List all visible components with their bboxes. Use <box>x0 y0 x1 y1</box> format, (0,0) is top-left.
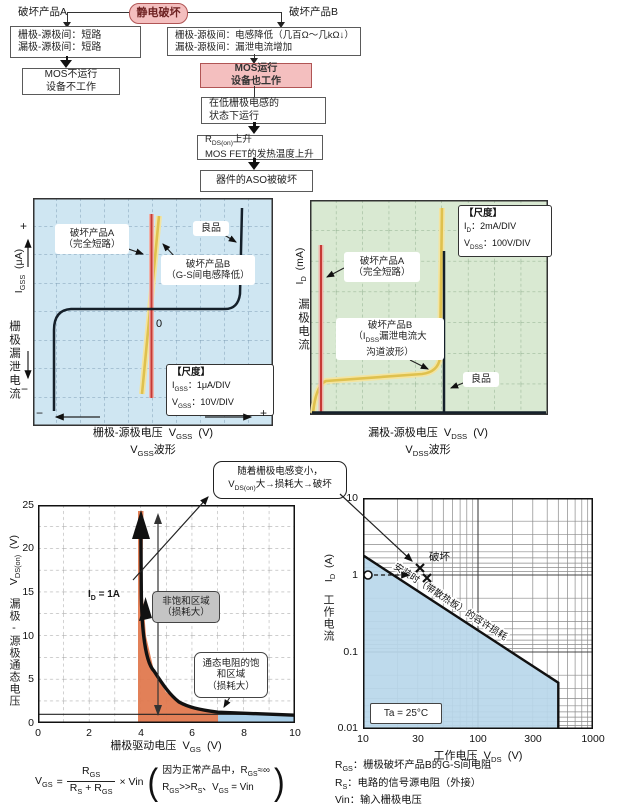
saturation-region-label: 通态电阻的饱 和区域 （损耗大） <box>194 652 268 698</box>
vgs-chart: ID = 1A 非饱和区域 （损耗大） 通态电阻的饱 和区域 （损耗大） <box>38 505 295 723</box>
tick-label: 20 <box>22 542 34 554</box>
soa-chart-svg: 安装时（带散热板）的容许损耗 破坏 <box>363 498 593 729</box>
box-aso-destroyed: 器件的ASO被破坏 <box>200 170 313 192</box>
tick-label: 10 <box>22 630 34 642</box>
x-left-arrow <box>54 413 100 421</box>
flow-arrowhead <box>277 22 285 28</box>
close-paren: ) <box>273 760 285 803</box>
soa-chart: 安装时（带散热板）的容许损耗 破坏 Ta = 25°C <box>363 498 593 729</box>
tick-label: 0.1 <box>343 646 358 658</box>
tick-label: 0 <box>28 717 34 729</box>
non-saturation-region-label: 非饱和区域 （损耗大） <box>152 591 220 623</box>
vgss-y-axis-label: 栅极漏泄电流 <box>8 320 20 401</box>
y-plus-sign: + <box>20 219 28 233</box>
flow-arrowhead <box>247 126 260 134</box>
vgss-chart: 0 破坏产品A （完全短路） 破坏产品B （G-S间电感降低） 良品 【尺度】 … <box>33 198 274 426</box>
esd-damage-root: 静电破坏 <box>129 3 188 24</box>
box-product-a-symptoms: 栅极-源极间：短路 漏极-源极间：短路 <box>10 26 141 58</box>
flow-arrow-stem <box>65 56 69 61</box>
tick-label: 6 <box>189 727 195 739</box>
annotation-product-a: 破坏产品A （完全短路） <box>344 252 420 282</box>
box-rdson-rise: RDS(on)上升 MOS FET的发热温度上升 <box>197 134 323 160</box>
y-minus-sign: − <box>21 382 29 396</box>
destruction-label: 破坏 <box>429 550 450 563</box>
tick-label: 0.01 <box>337 722 358 734</box>
tick-label: 100 <box>469 733 487 745</box>
legend-rgs: RGS：栅极破坏产品B的G-S间电阻 <box>335 760 492 774</box>
flow-arrow-stem <box>253 122 256 127</box>
annotation-product-a: 破坏产品A （完全短路） <box>55 224 129 254</box>
tick-label: 25 <box>22 499 34 511</box>
flow-line <box>186 12 281 14</box>
annotation-good-part: 良品 <box>193 221 229 236</box>
flow-line <box>66 12 68 23</box>
ambient-temp-label: Ta = 25°C <box>370 703 442 724</box>
formula-notes: 因为正常产品中，RGS≈∞ RGS>>RS、VGS = Vin <box>162 765 270 795</box>
tick-label: 30 <box>412 733 424 745</box>
x-plus-sign: + <box>260 406 268 420</box>
tick-label: 0 <box>35 727 41 739</box>
flow-arrowhead <box>250 58 258 64</box>
scale-box: 【尺度】 ID：2mA/DIV VDSS：100V/DIV <box>458 205 552 257</box>
y-up-arrow <box>24 238 32 267</box>
vgss-x-axis-label: 栅极-源极电压 VGSS (V) <box>92 427 214 442</box>
tick-label: 5 <box>28 673 34 685</box>
vgss-caption: VGSS波形 <box>130 444 176 459</box>
soa-x-axis-label: 工作电压 VDS (V) <box>433 750 523 765</box>
tick-label: 10 <box>357 733 369 745</box>
legend-vin: Vin：输入栅极电压 <box>335 795 422 807</box>
flow-line <box>68 12 129 14</box>
symbol-legend: RGS：栅极破坏产品B的G-S间电阻 RS：电路的信号源电阻（外接） Vin：输… <box>335 759 491 807</box>
vdss-caption: VDSS波形 <box>405 444 451 459</box>
zero-label: 0 <box>156 318 162 330</box>
branch-b-label: 破坏产品B <box>289 6 339 18</box>
box-low-gate-resistance: 在低栅极电感的 状态下运行 <box>201 97 326 124</box>
vgs-formula: VGS = RGS RS + RGS × Vin ( 因为正常产品中，RGS≈∞… <box>35 760 285 803</box>
soa-y-axis-label: 工作电流 <box>322 594 334 642</box>
tick-label: 1000 <box>581 733 605 745</box>
branch-a-label: 破坏产品A <box>18 6 68 18</box>
flow-line <box>280 12 282 23</box>
vgs-y-axis-label: 漏极-源极通态电压 <box>8 598 20 707</box>
tick-label: 8 <box>241 727 247 739</box>
tick-label: 15 <box>22 586 34 598</box>
annotation-product-b: 破坏产品B （G-S间电感降低） <box>161 255 255 285</box>
gate-resistance-note: 随着栅极电感变小， VDS(on)大→损耗大→破坏 <box>213 461 347 499</box>
vdss-x-axis-label: 漏极-源极电压 VDSS (V) <box>368 427 488 442</box>
fraction: RGS RS + RGS <box>66 765 116 798</box>
box-mos-operating: MOS运行 设备也工作 <box>200 63 312 88</box>
flow-arrowhead <box>247 162 260 170</box>
vgss-chart-svg: 0 <box>33 198 273 426</box>
open-paren: ( <box>147 760 159 803</box>
vdss-y-axis-label: 漏极电流 <box>297 298 309 352</box>
flow-arrowhead <box>60 60 72 68</box>
tick-label: 300 <box>524 733 542 745</box>
id-1a-label: ID = 1A <box>88 589 121 602</box>
flow-arrow-stem <box>253 158 256 163</box>
flow-line <box>253 54 255 59</box>
x-right-arrow <box>205 413 253 421</box>
vdss-chart: 破坏产品A （完全短路） 破坏产品B （IDSS漏泄电流大 沟道波形） 良品 【… <box>310 200 552 415</box>
annotation-product-b: 破坏产品B （IDSS漏泄电流大 沟道波形） <box>336 318 444 360</box>
scale-box: 【尺度】 IGSS：1μA/DIV VGSS：10V/DIV <box>166 364 274 416</box>
y-down-arrow <box>24 351 32 380</box>
tick-label: 2 <box>86 727 92 739</box>
x-minus-sign: − <box>36 406 44 420</box>
tick-label: 10 <box>346 492 358 504</box>
tick-label: 1 <box>352 569 358 581</box>
vdss-y-axis-symbol: ID (mA) <box>293 247 309 285</box>
flow-line <box>253 86 255 97</box>
box-product-b-symptoms: 栅极-源极间：电感降低（几百Ω～几kΩ↓） 漏极-源极间：漏泄电流增加 <box>167 27 361 56</box>
legend-rs: RS：电路的信号源电阻（外接） <box>335 777 482 791</box>
tick-label: 4 <box>138 727 144 739</box>
box-mos-not-operating: MOS不运行 设备不工作 <box>22 68 120 95</box>
flow-arrowhead <box>63 22 71 28</box>
annotation-good-part: 良品 <box>463 372 499 387</box>
tick-label: 10 <box>289 727 301 739</box>
vgs-x-axis-label: 栅极驱动电压 VGS (V) <box>110 740 222 755</box>
